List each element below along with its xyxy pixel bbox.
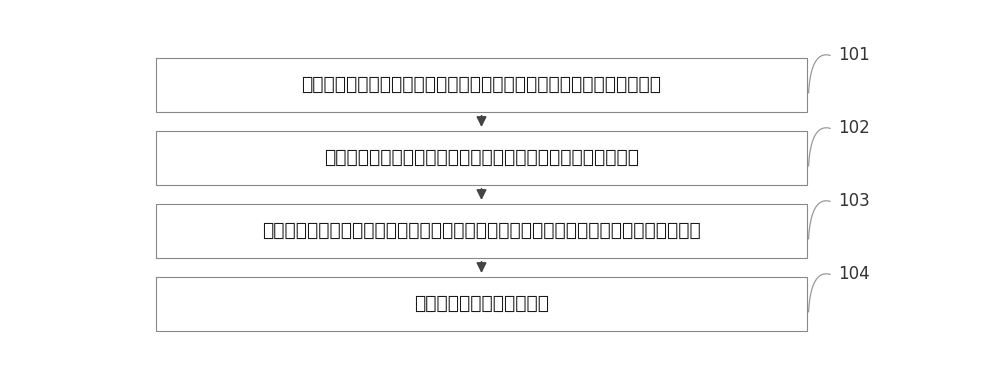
Text: 103: 103 (838, 192, 870, 210)
Text: 104: 104 (838, 265, 870, 283)
Text: 利用调节后的数控激光辐射所述体外培养细胞，得到辐射后细胞: 利用调节后的数控激光辐射所述体外培养细胞，得到辐射后细胞 (324, 149, 639, 167)
Text: 采集所述体外成图案的图像: 采集所述体外成图案的图像 (414, 295, 549, 313)
Bar (156, 277, 807, 331)
Text: 通过在无血清培养基添加低密度脂蛋白进行细胞培养，得到体外培养细胞: 通过在无血清培养基添加低密度脂蛋白进行细胞培养，得到体外培养细胞 (302, 75, 662, 94)
Bar (156, 58, 807, 112)
Bar (156, 131, 807, 185)
Text: 101: 101 (838, 46, 870, 64)
Text: 102: 102 (838, 119, 870, 137)
Bar (156, 204, 807, 258)
Text: 利用胰蛋白酶消化洗脱所述辐射后细胞，继续培养体外培养细胞，得到体外成图案的图像: 利用胰蛋白酶消化洗脱所述辐射后细胞，继续培养体外培养细胞，得到体外成图案的图像 (262, 221, 701, 240)
